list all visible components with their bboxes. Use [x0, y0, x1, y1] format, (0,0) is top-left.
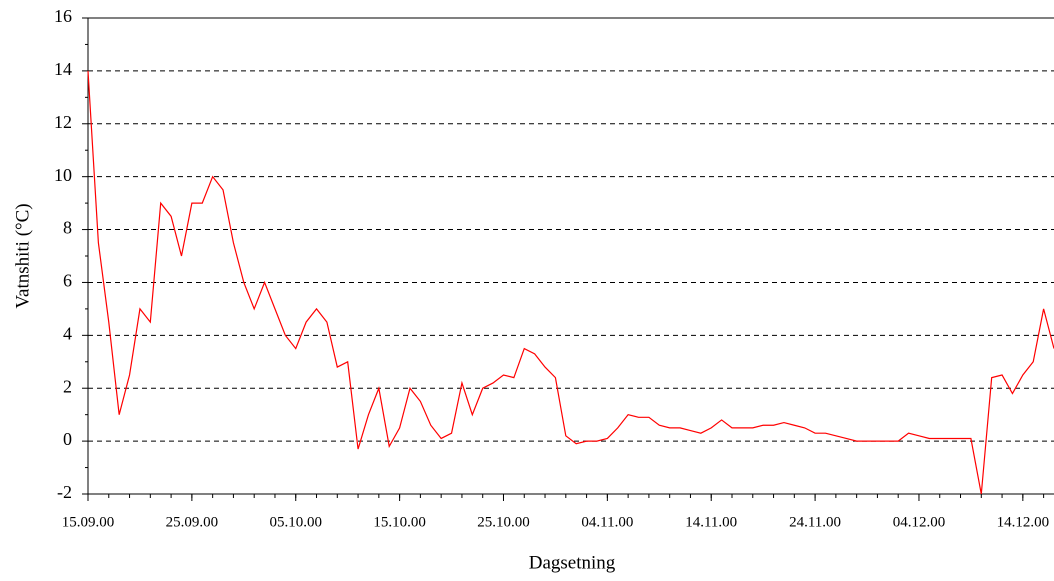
y-tick-label: 10 [54, 165, 72, 185]
y-tick-label: 6 [63, 271, 72, 291]
y-tick-label: 12 [54, 112, 72, 132]
x-tick-label: 15.09.00 [62, 514, 115, 530]
y-tick-label: 2 [63, 376, 72, 396]
x-tick-label: 24.11.00 [789, 514, 841, 530]
x-tick-label: 04.11.00 [581, 514, 633, 530]
data-line [87, 70, 1054, 495]
x-tick-label: 04.12.00 [893, 514, 946, 530]
y-tick-label: 8 [63, 218, 72, 238]
x-tick-label: 14.11.00 [685, 514, 737, 530]
x-tick-label: 25.10.00 [477, 514, 530, 530]
y-axis-title: Vatnshiti (°C) [12, 203, 33, 308]
y-tick-label: 4 [63, 323, 72, 343]
x-tick-label: 15.10.00 [373, 514, 426, 530]
x-tick-label: 05.10.00 [269, 514, 322, 530]
x-tick-label: 14.12.00 [997, 514, 1050, 530]
y-tick-label: 14 [54, 59, 72, 79]
y-tick-label: 16 [54, 6, 72, 26]
x-tick-label: 25.09.00 [166, 514, 219, 530]
x-axis-title: Dagsetning [529, 552, 616, 573]
y-tick-label: 0 [63, 429, 72, 449]
y-tick-label: -2 [57, 482, 72, 502]
